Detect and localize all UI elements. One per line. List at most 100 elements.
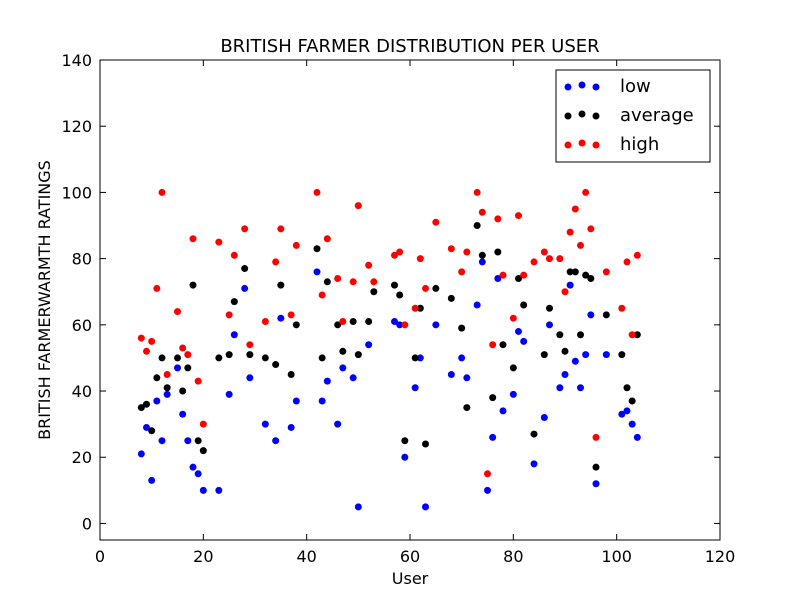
data-point-low	[561, 370, 569, 378]
data-point-average	[334, 321, 342, 329]
data-point-high	[458, 268, 466, 276]
data-point-high	[566, 228, 574, 236]
data-point-average	[199, 447, 207, 455]
data-point-low	[478, 258, 486, 266]
data-point-low	[592, 480, 600, 488]
data-point-low	[509, 390, 517, 398]
data-point-high	[323, 235, 331, 243]
data-point-average	[416, 304, 424, 312]
data-point-low	[148, 476, 156, 484]
data-point-high	[365, 261, 373, 269]
data-point-average	[272, 361, 280, 369]
data-point-high	[463, 248, 471, 256]
data-point-low	[540, 414, 548, 422]
data-point-average	[628, 397, 636, 405]
legend-marker-high	[578, 139, 586, 147]
data-point-low	[416, 354, 424, 362]
data-point-average	[509, 364, 517, 372]
data-point-low	[571, 357, 579, 365]
points-layer	[137, 188, 641, 511]
data-point-high	[473, 188, 481, 196]
data-point-average	[158, 354, 166, 362]
data-point-average	[323, 278, 331, 286]
data-point-high	[530, 258, 538, 266]
data-point-average	[540, 351, 548, 359]
data-point-high	[540, 248, 548, 256]
data-point-high	[174, 308, 181, 316]
data-point-average	[515, 274, 522, 282]
data-point-high	[292, 241, 300, 249]
data-point-high	[499, 271, 507, 279]
data-point-low	[582, 351, 590, 359]
data-point-low	[287, 423, 295, 431]
x-tick-label: 60	[400, 547, 420, 566]
data-point-high	[561, 288, 569, 296]
data-point-average	[194, 437, 202, 445]
data-point-average	[184, 364, 192, 372]
chart-title: BRITISH FARMER DISTRIBUTION PER USER	[220, 36, 599, 57]
data-point-high	[618, 304, 626, 312]
data-point-low	[391, 318, 398, 326]
data-point-high	[571, 205, 579, 213]
data-point-average	[489, 394, 497, 402]
data-point-low	[313, 268, 321, 276]
data-point-high	[287, 311, 295, 319]
data-point-high	[587, 225, 595, 233]
data-point-low	[633, 433, 641, 441]
data-point-average	[230, 298, 238, 306]
data-point-high	[577, 241, 584, 249]
data-point-average	[422, 440, 429, 448]
data-point-high	[184, 351, 192, 359]
data-point-high	[313, 188, 321, 196]
data-point-high	[592, 433, 600, 441]
data-point-low	[184, 437, 192, 445]
data-point-high	[163, 370, 171, 378]
legend-marker-low	[564, 83, 572, 91]
data-point-high	[484, 470, 491, 478]
data-point-high	[478, 208, 486, 216]
y-tick-label: 40	[72, 382, 92, 401]
data-point-low	[577, 384, 584, 392]
data-point-low	[225, 390, 233, 398]
data-point-average	[287, 370, 295, 378]
data-point-average	[546, 304, 553, 312]
data-point-average	[602, 311, 610, 319]
data-point-high	[489, 341, 497, 349]
data-point-high	[189, 235, 197, 243]
legend-marker-high	[592, 141, 600, 149]
data-point-average	[478, 251, 486, 259]
data-point-average	[432, 284, 440, 292]
data-point-average	[143, 400, 150, 408]
data-point-low	[354, 503, 362, 511]
data-point-low	[277, 314, 285, 322]
legend-marker-average	[578, 110, 586, 118]
data-point-low	[163, 390, 171, 398]
data-point-low	[530, 460, 538, 468]
data-point-high	[261, 318, 269, 326]
data-point-average	[592, 463, 600, 471]
data-point-average	[571, 268, 579, 276]
data-point-average	[148, 427, 156, 435]
data-point-average	[458, 324, 466, 332]
data-point-average	[189, 281, 197, 289]
y-tick-label: 100	[61, 183, 92, 202]
legend-marker-low	[578, 81, 586, 89]
data-point-high	[602, 268, 610, 276]
data-point-high	[432, 218, 440, 226]
data-point-average	[354, 351, 362, 359]
data-point-low	[458, 354, 466, 362]
data-point-low	[447, 370, 455, 378]
data-point-low	[179, 410, 187, 418]
data-point-low	[499, 407, 507, 415]
data-point-average	[349, 318, 357, 326]
data-point-high	[509, 314, 517, 322]
data-point-average	[163, 384, 171, 392]
data-point-low	[473, 301, 481, 309]
data-point-low	[484, 486, 491, 494]
data-point-low	[241, 284, 249, 292]
data-point-average	[339, 347, 347, 355]
data-point-average	[225, 351, 233, 359]
data-point-low	[494, 274, 502, 282]
data-point-average	[365, 318, 373, 326]
data-point-low	[520, 337, 528, 345]
